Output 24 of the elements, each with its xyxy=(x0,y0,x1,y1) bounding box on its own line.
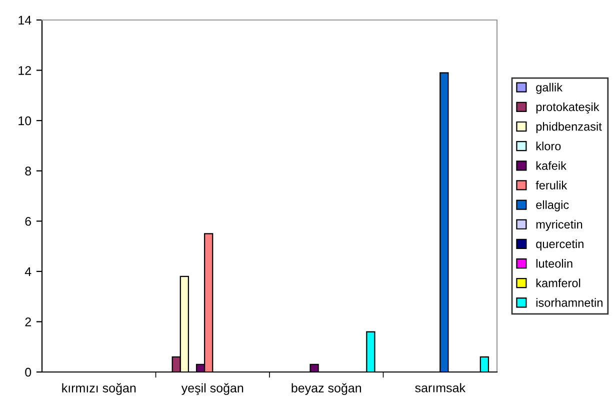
y-tick-label: 0 xyxy=(25,368,32,377)
x-tick-label: kırmızı soğan xyxy=(62,383,136,395)
y-tick-label: 12 xyxy=(18,66,31,75)
x-tick-label: sarımsak xyxy=(415,383,466,392)
legend-label: kloro xyxy=(536,142,561,150)
legend-label: gallik xyxy=(536,82,563,94)
y-tick-label: 2 xyxy=(25,318,31,326)
y-tick-label: 14 xyxy=(18,16,32,25)
y-tick-label: 8 xyxy=(25,166,32,176)
legend-label: ferulik xyxy=(536,180,568,190)
legend-label: kafeik xyxy=(536,161,566,170)
legend-label: kamferol xyxy=(536,278,580,288)
legend-label: isorhamnetin xyxy=(536,298,602,307)
legend-label: quercetin xyxy=(536,239,584,250)
legend-label: ellagic xyxy=(536,200,569,212)
legend-label: myricetin xyxy=(536,220,582,231)
legend-label: phidbenzasit xyxy=(536,122,602,134)
legend-label: protokateşik xyxy=(536,102,600,114)
x-tick-label: beyaz soğan xyxy=(292,383,362,395)
legend-label: luteolin xyxy=(536,259,572,268)
y-tick-label: 6 xyxy=(25,216,32,226)
y-tick-label: 10 xyxy=(18,116,32,126)
y-tick-label: 4 xyxy=(24,267,32,276)
x-tick-label: yeşil soğan xyxy=(181,383,244,395)
